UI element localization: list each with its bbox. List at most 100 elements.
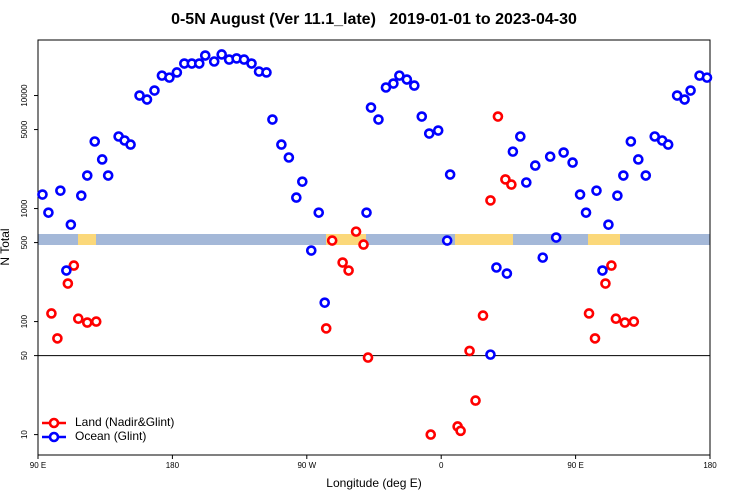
point xyxy=(477,310,489,321)
point xyxy=(550,232,562,243)
point xyxy=(485,349,496,360)
point xyxy=(619,317,631,328)
point xyxy=(618,170,629,181)
point xyxy=(291,192,302,203)
point xyxy=(455,425,466,437)
point xyxy=(409,80,420,91)
point xyxy=(350,226,362,237)
point xyxy=(337,257,348,268)
point xyxy=(89,136,101,147)
point xyxy=(37,189,48,200)
point xyxy=(46,308,57,319)
point xyxy=(567,157,578,168)
point xyxy=(470,395,481,406)
point xyxy=(61,265,72,276)
point xyxy=(491,262,502,273)
point xyxy=(305,245,317,256)
x-tick-label: 180 xyxy=(166,461,180,470)
point xyxy=(589,333,601,344)
x-tick-label: 90 W xyxy=(297,461,316,470)
point xyxy=(544,151,556,162)
point xyxy=(73,313,84,325)
point xyxy=(43,207,54,218)
point xyxy=(199,50,211,61)
point xyxy=(425,429,437,440)
point xyxy=(362,352,374,363)
point xyxy=(246,58,257,69)
point xyxy=(276,139,287,150)
legend-label: Land (Nadir&Glint) xyxy=(75,415,174,429)
point xyxy=(464,345,475,357)
point xyxy=(521,177,532,188)
point xyxy=(261,67,272,78)
point xyxy=(600,278,611,289)
point xyxy=(574,189,586,200)
point xyxy=(432,125,444,136)
point xyxy=(283,152,295,163)
y-tick-label: 10 xyxy=(20,430,29,439)
point xyxy=(492,111,504,122)
point xyxy=(388,78,399,89)
point xyxy=(193,58,205,69)
point xyxy=(501,268,513,279)
point xyxy=(633,154,644,165)
point xyxy=(610,313,622,325)
point xyxy=(373,114,384,125)
point xyxy=(401,74,413,85)
point xyxy=(701,72,713,83)
point xyxy=(537,252,549,263)
point xyxy=(628,316,640,327)
point xyxy=(529,160,541,171)
point xyxy=(149,85,160,96)
legend-marker xyxy=(48,417,60,429)
point xyxy=(313,207,325,218)
point xyxy=(597,265,608,276)
point xyxy=(81,170,93,181)
point xyxy=(606,260,617,271)
point xyxy=(506,179,517,190)
x-tick-label: 90 E xyxy=(567,461,583,470)
point xyxy=(685,85,696,96)
point xyxy=(65,219,77,230)
point xyxy=(416,111,428,122)
point xyxy=(68,260,80,271)
y-tick-label: 500 xyxy=(20,235,29,249)
point xyxy=(640,170,652,181)
legend-label: Ocean (Glint) xyxy=(75,429,146,443)
point xyxy=(90,316,102,327)
point xyxy=(171,67,183,78)
point xyxy=(612,190,623,201)
point xyxy=(267,114,278,125)
point xyxy=(515,131,526,142)
point xyxy=(625,136,637,147)
point xyxy=(125,139,136,150)
chart-title: 0-5N August (Ver 11.1_late) 2019-01-01 t… xyxy=(171,11,577,28)
point xyxy=(662,139,674,150)
point xyxy=(507,146,519,157)
point xyxy=(558,147,569,158)
point xyxy=(76,190,87,201)
point xyxy=(297,176,308,187)
point xyxy=(441,235,453,246)
point xyxy=(365,102,377,113)
point xyxy=(358,239,369,250)
point xyxy=(216,49,227,60)
x-tick-label: 0 xyxy=(439,461,444,470)
point xyxy=(444,169,456,180)
y-tick-label: 100 xyxy=(20,314,29,328)
land-ocean-strip xyxy=(38,234,710,245)
point xyxy=(319,297,331,308)
plot-frame xyxy=(37,39,711,456)
x-tick-label: 90 E xyxy=(30,461,46,470)
point xyxy=(164,72,175,83)
point xyxy=(583,308,595,319)
y-tick-label: 10000 xyxy=(20,84,29,107)
point xyxy=(591,185,602,196)
point xyxy=(62,278,74,289)
point xyxy=(52,333,63,344)
point xyxy=(679,94,690,105)
y-tick-label: 50 xyxy=(20,351,29,360)
point xyxy=(81,317,93,328)
